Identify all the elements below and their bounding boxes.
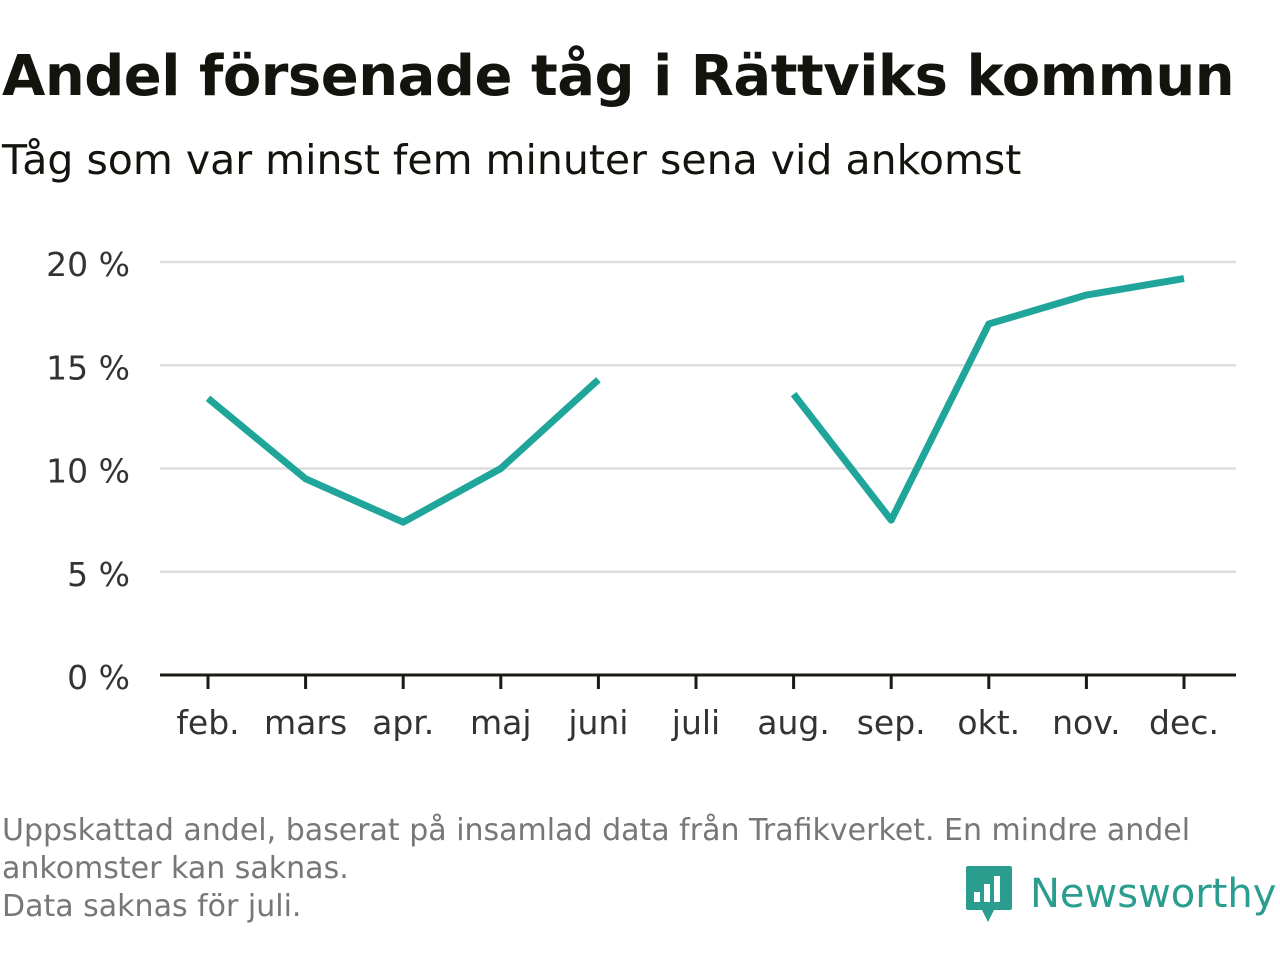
series-line [205, 377, 601, 526]
y-tick-label: 5 % [67, 555, 130, 594]
x-tick-label: juni [567, 703, 628, 742]
x-tick-label: maj [470, 703, 532, 742]
footnote: Uppskattad andel, baserat på insamlad da… [2, 812, 1272, 926]
y-tick-label: 20 % [46, 245, 130, 284]
series-line [790, 275, 1185, 524]
x-tick-label: sep. [857, 703, 926, 742]
x-tick-label: okt. [957, 703, 1020, 742]
x-tick-labels: feb. mars apr. maj juni juli aug. sep. okt. nov. d… [176, 703, 1219, 742]
chart-title: Andel försenade tåg i Rättviks kommun [2, 44, 1235, 109]
footnote-line: Uppskattad andel, baserat på insamlad da… [2, 813, 1191, 848]
brand-logo: Newsworthy [964, 862, 1276, 926]
gridlines [160, 260, 1236, 573]
chart-subtitle: Tåg som var minst fem minuter sena vid a… [2, 136, 1022, 184]
footnote-line: ankomster kan saknas. [2, 851, 349, 886]
y-tick-labels: 0 % 5 % 10 % 15 % 20 % [46, 245, 130, 697]
series-lines [205, 275, 1185, 526]
footnote-line: Data saknas för juli. [2, 889, 302, 924]
x-tick-label: apr. [372, 703, 434, 742]
x-tick-label: nov. [1052, 703, 1121, 742]
newsworthy-logo-icon [966, 866, 1012, 922]
x-tick-label: mars [264, 703, 347, 742]
x-axis [160, 673, 1236, 689]
brand-name: Newsworthy [1030, 871, 1277, 917]
x-tick-label: juli [671, 703, 720, 742]
y-tick-label: 10 % [46, 452, 130, 491]
y-tick-label: 0 % [67, 658, 130, 697]
line-chart: 0 % 5 % 10 % 15 % 20 % feb. mars apr. maj juni ju… [46, 245, 1236, 742]
x-tick-label: dec. [1149, 703, 1219, 742]
x-tick-label: feb. [176, 703, 239, 742]
x-tick-label: aug. [757, 703, 830, 742]
y-tick-label: 15 % [46, 348, 130, 387]
